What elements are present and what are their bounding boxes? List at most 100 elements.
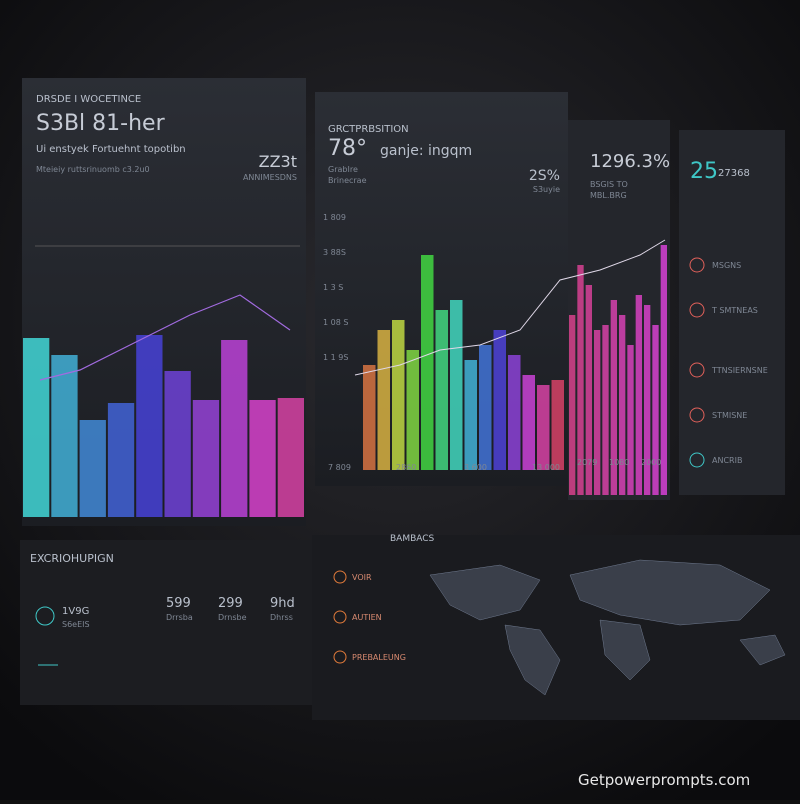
- column-label: Drnsbe: [218, 613, 247, 622]
- bar: [635, 295, 642, 495]
- bar: [363, 365, 376, 470]
- y-tick-label: 1 809: [323, 213, 346, 222]
- bar: [221, 340, 248, 517]
- list-item: T SMTNEAS: [711, 306, 758, 315]
- headline-text: ganje: ingqm: [380, 143, 472, 159]
- bar: [435, 310, 448, 470]
- list-item: STMISNE: [712, 411, 747, 420]
- icon: [689, 407, 705, 423]
- map-item: VOIR: [352, 573, 372, 582]
- trend-line: [39, 294, 291, 381]
- note: Mteieiy ruttsrinuomb c3.2u0: [36, 165, 150, 174]
- headline: 25: [690, 159, 718, 184]
- bar: [508, 355, 521, 470]
- x-tick-label: 13 000: [532, 463, 560, 472]
- bar: [192, 400, 220, 517]
- icon: [333, 570, 347, 584]
- column-label: Drrsba: [166, 613, 193, 622]
- x-tick-label: 2860: [396, 463, 416, 472]
- column-value: 299: [218, 596, 243, 611]
- line: GrabIre: [328, 165, 358, 174]
- bar: [51, 355, 78, 517]
- bar: [610, 300, 617, 495]
- bar: [107, 403, 135, 517]
- y-tick-label: 3 88S: [323, 248, 346, 257]
- bar: [585, 285, 592, 495]
- bar: [619, 315, 626, 495]
- line: Brinecrae: [328, 176, 367, 185]
- headline: S3Bl 81-her: [36, 111, 166, 136]
- list-item: TTNSIERNSNE: [711, 366, 768, 375]
- bar: [23, 338, 50, 517]
- x-tick-label: 7 809: [328, 463, 351, 472]
- panel: [20, 540, 312, 705]
- stat-label: ANNIMESDNS: [243, 173, 297, 182]
- x-tick-label: 2000: [641, 458, 661, 467]
- list-item: MSGNS: [712, 261, 741, 270]
- panel: [679, 130, 785, 495]
- bar: [164, 371, 191, 517]
- y-tick-label: 1 1 9S: [323, 353, 348, 362]
- y-tick-label: 1 3 S: [323, 283, 343, 292]
- bar: [627, 345, 634, 495]
- stat-label: S3uyie: [533, 185, 560, 194]
- bar: [392, 320, 405, 470]
- bar: [493, 330, 506, 470]
- headline: 1296.3%: [590, 151, 670, 172]
- trend-line: [354, 239, 666, 376]
- column-label: Dhrss: [270, 613, 293, 622]
- column-value: 599: [166, 596, 191, 611]
- bar: [79, 420, 106, 517]
- panel-title: DRSDE I WOCETINCE: [36, 94, 141, 105]
- bar: [464, 360, 477, 470]
- bar: [652, 325, 659, 495]
- bar: [569, 315, 576, 495]
- bar: [406, 350, 419, 470]
- icon: [333, 650, 347, 664]
- x-tick-label: 1080: [609, 458, 629, 467]
- summary-item-sub: S6eEIS: [62, 620, 90, 629]
- bar: [421, 255, 434, 470]
- bar: [594, 330, 601, 495]
- summary-item: 1V9G: [62, 606, 89, 617]
- map-title: BAMBACS: [390, 534, 435, 544]
- bar: [277, 398, 304, 517]
- panel-title: GRCTPRBSITION: [328, 124, 409, 135]
- column-value: 9hd: [270, 596, 295, 611]
- bar: [551, 380, 564, 470]
- list-item: ANCRIB: [712, 456, 742, 465]
- panel: [312, 535, 800, 720]
- headline: 78°: [328, 136, 367, 161]
- icon: [35, 606, 55, 626]
- bar: [450, 300, 463, 470]
- icon: [689, 257, 705, 273]
- bar: [602, 325, 609, 495]
- x-tick-label: 3 600: [464, 463, 487, 472]
- icon: [333, 610, 347, 624]
- bar: [537, 385, 550, 470]
- world-map: [429, 559, 786, 696]
- bar: [249, 400, 276, 517]
- bar: [660, 245, 667, 495]
- map-item: PREBALEUNG: [352, 653, 406, 662]
- line: MBL.BRG: [590, 191, 627, 200]
- line: BSGIS TO: [590, 180, 628, 189]
- stat: ZZ3t: [259, 152, 297, 171]
- bar: [644, 305, 651, 495]
- summary-title: EXCRIOHUPIGN: [30, 552, 114, 565]
- watermark: Getpowerprompts.com: [578, 771, 750, 789]
- bar: [136, 335, 163, 517]
- stat: 2S%: [529, 168, 560, 184]
- subtitle: Ui enstyek Fortuehnt topotibn: [36, 144, 186, 155]
- y-tick-label: 1 08 S: [323, 318, 348, 327]
- bar: [377, 330, 390, 470]
- icon: [689, 302, 705, 318]
- map-item: AUTIEN: [352, 613, 382, 622]
- bar: [522, 375, 535, 470]
- icon: [689, 362, 705, 378]
- bar: [577, 265, 584, 495]
- x-tick-label: 2079: [577, 458, 597, 467]
- headline-text: 27368: [718, 168, 750, 179]
- icon: [689, 452, 705, 468]
